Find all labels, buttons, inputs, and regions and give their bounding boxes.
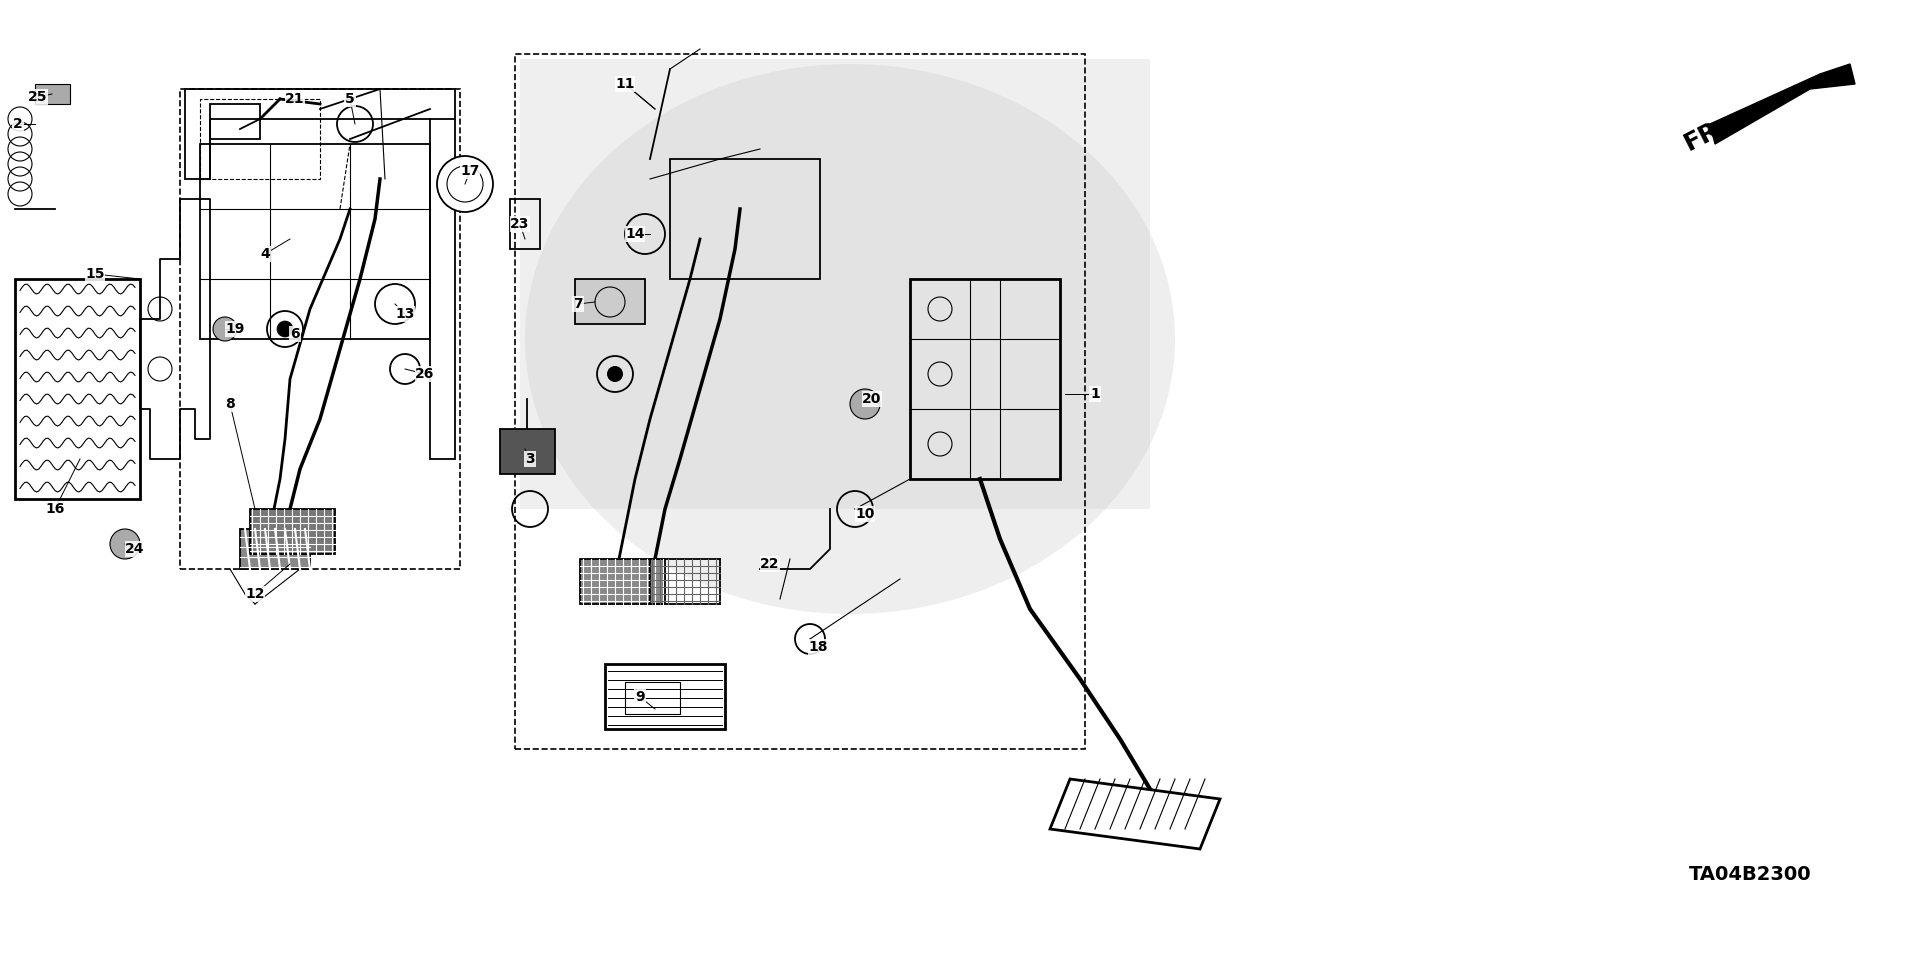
Bar bbox=[515, 54, 1085, 749]
Text: 1: 1 bbox=[1091, 387, 1100, 401]
Polygon shape bbox=[520, 59, 1150, 509]
Bar bbox=[209, 104, 259, 139]
Ellipse shape bbox=[524, 64, 1175, 614]
Text: 26: 26 bbox=[415, 367, 434, 381]
Bar bbox=[15, 279, 140, 499]
Text: 5: 5 bbox=[346, 92, 355, 106]
Text: 22: 22 bbox=[760, 557, 780, 571]
Circle shape bbox=[109, 529, 140, 559]
Text: FR.: FR. bbox=[1680, 113, 1732, 155]
Text: 3: 3 bbox=[526, 452, 536, 466]
Text: 16: 16 bbox=[46, 502, 65, 516]
Text: 2: 2 bbox=[13, 117, 23, 131]
Polygon shape bbox=[240, 529, 309, 569]
Text: 11: 11 bbox=[614, 77, 636, 91]
Text: 19: 19 bbox=[225, 322, 244, 336]
Polygon shape bbox=[1711, 64, 1855, 144]
Bar bbox=[910, 279, 1060, 479]
Bar bbox=[511, 199, 540, 249]
Text: TA04B2300: TA04B2300 bbox=[1690, 864, 1811, 883]
Text: 20: 20 bbox=[862, 392, 881, 406]
Circle shape bbox=[438, 156, 493, 212]
Text: 13: 13 bbox=[396, 307, 415, 321]
Text: 23: 23 bbox=[511, 217, 530, 231]
Text: 15: 15 bbox=[84, 267, 106, 281]
Bar bbox=[180, 89, 461, 569]
Text: 25: 25 bbox=[29, 90, 48, 104]
Polygon shape bbox=[1050, 779, 1219, 849]
Bar bbox=[605, 664, 726, 729]
Bar bbox=[499, 429, 555, 474]
Text: 21: 21 bbox=[286, 92, 305, 106]
Bar bbox=[200, 144, 430, 339]
Circle shape bbox=[213, 317, 236, 341]
Bar bbox=[35, 84, 69, 104]
Bar bbox=[580, 559, 664, 604]
Circle shape bbox=[607, 366, 622, 382]
Text: 14: 14 bbox=[626, 227, 645, 241]
Text: 17: 17 bbox=[461, 164, 480, 178]
Text: 24: 24 bbox=[125, 542, 144, 556]
Text: 8: 8 bbox=[225, 397, 234, 411]
Text: 4: 4 bbox=[259, 247, 271, 261]
Circle shape bbox=[276, 321, 294, 337]
Text: 18: 18 bbox=[808, 640, 828, 654]
Text: 12: 12 bbox=[246, 587, 265, 601]
Bar bbox=[250, 509, 334, 554]
Text: 6: 6 bbox=[290, 327, 300, 341]
Circle shape bbox=[851, 389, 879, 419]
Text: 7: 7 bbox=[574, 297, 584, 311]
Bar bbox=[670, 159, 820, 279]
Text: 10: 10 bbox=[854, 507, 876, 521]
Text: 9: 9 bbox=[636, 690, 645, 704]
Bar bbox=[200, 99, 321, 179]
Bar bbox=[574, 279, 645, 324]
Bar bbox=[626, 682, 680, 714]
